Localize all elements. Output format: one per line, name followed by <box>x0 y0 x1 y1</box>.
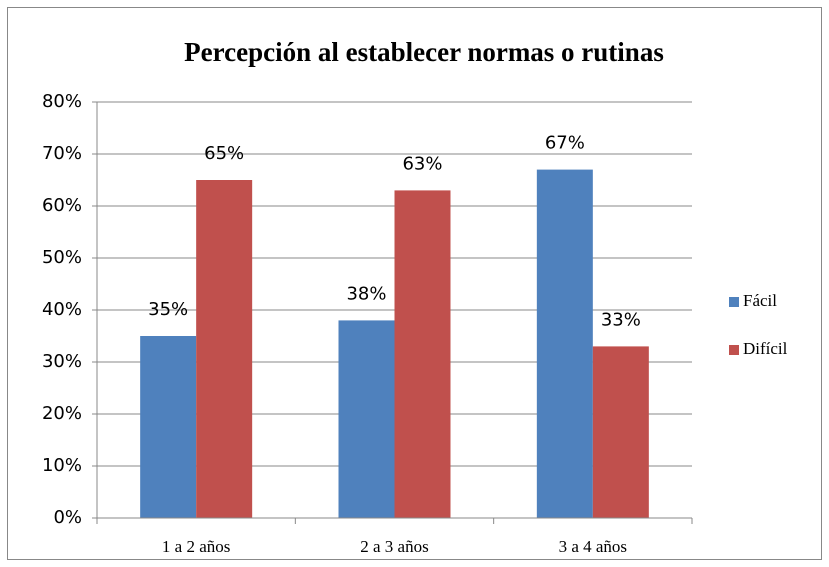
bar <box>592 346 649 518</box>
data-label: 33% <box>601 309 641 330</box>
data-label: 67% <box>545 133 585 154</box>
legend-swatch <box>729 297 739 307</box>
x-tick-label: 3 a 4 años <box>559 537 627 556</box>
y-tick-label: 60% <box>42 195 82 216</box>
y-tick-label: 70% <box>42 143 82 164</box>
y-tick-label: 10% <box>42 455 82 476</box>
data-label: 38% <box>346 283 386 304</box>
legend-label: Difícil <box>743 339 788 358</box>
bar <box>394 190 451 518</box>
bar <box>196 180 253 518</box>
data-label: 35% <box>148 299 188 320</box>
y-tick-label: 40% <box>42 299 82 320</box>
y-tick-label: 20% <box>42 403 82 424</box>
data-label: 65% <box>204 143 244 164</box>
bar <box>140 336 197 518</box>
legend-label: Fácil <box>743 291 777 310</box>
y-tick-label: 50% <box>42 247 82 268</box>
x-tick-label: 2 a 3 años <box>360 537 428 556</box>
data-label: 63% <box>402 153 442 174</box>
y-tick-label: 0% <box>53 507 82 528</box>
y-tick-label: 30% <box>42 351 82 372</box>
chart-title: Percepción al establecer normas o rutina… <box>184 37 664 67</box>
bar <box>536 169 593 518</box>
y-tick-label: 80% <box>42 91 82 112</box>
x-tick-label: 1 a 2 años <box>162 537 230 556</box>
legend-swatch <box>729 345 739 355</box>
bar <box>338 320 395 518</box>
